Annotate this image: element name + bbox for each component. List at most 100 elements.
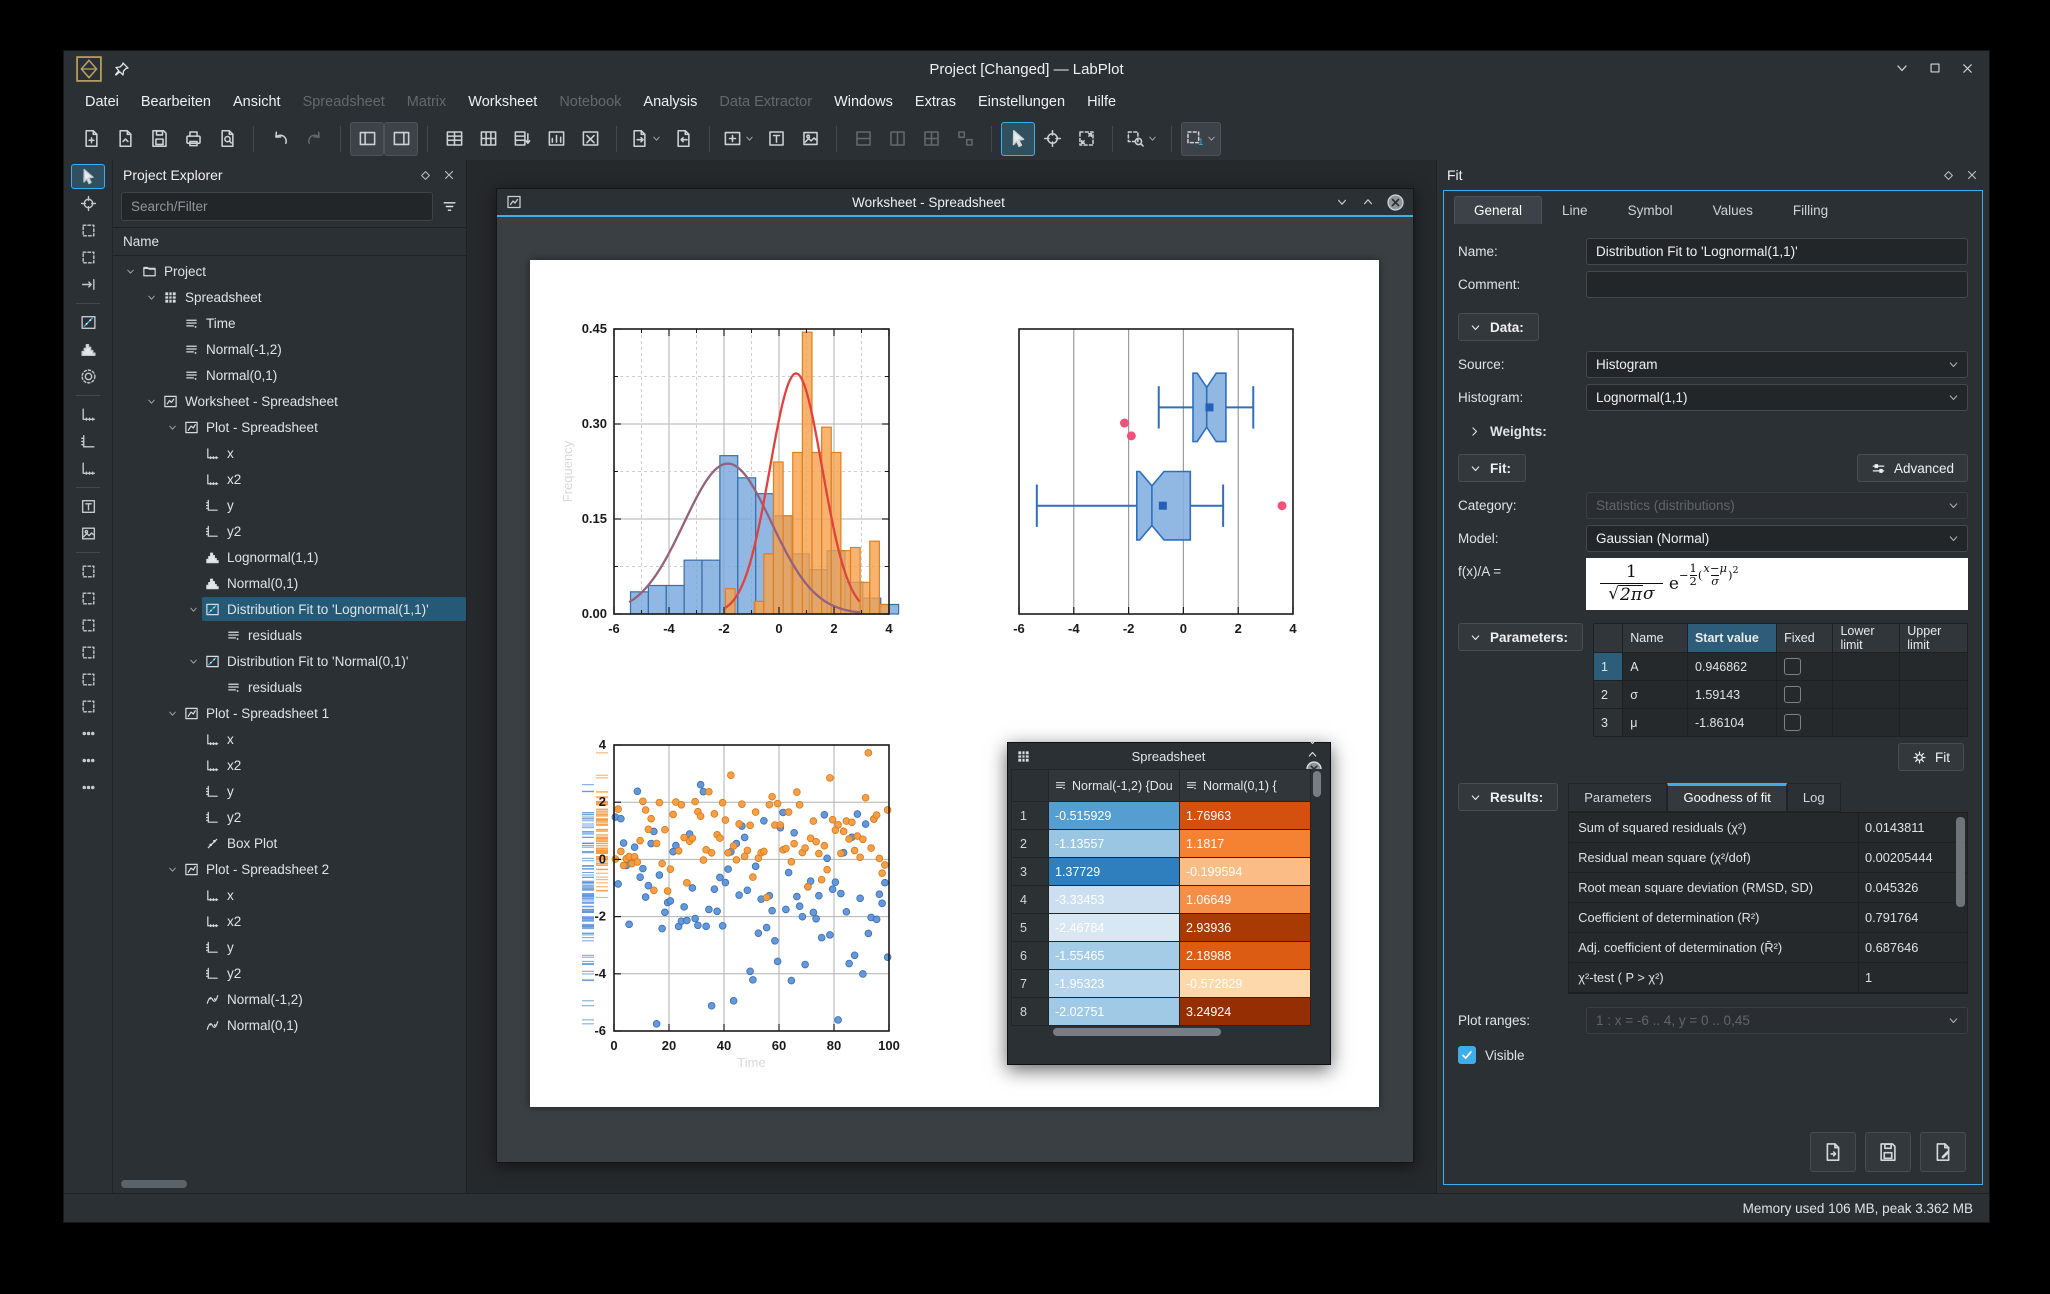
tree-item-x2[interactable]: x2 [113, 908, 466, 934]
spreadsheet-clear-button[interactable] [573, 122, 607, 156]
reference-range-tool[interactable] [71, 613, 105, 638]
parameter-name[interactable]: σ [1622, 680, 1688, 709]
data-section-toggle[interactable]: Data: [1458, 313, 1539, 341]
tree-item-plot-spreadsheet-1[interactable]: Plot - Spreadsheet 1 [113, 700, 466, 726]
float-panel-icon[interactable] [1942, 169, 1955, 182]
parameter-name[interactable]: A [1622, 652, 1688, 681]
navigate-tool[interactable] [71, 272, 105, 297]
worksheet-window[interactable]: Worksheet - Spreadsheet S [496, 188, 1414, 1163]
tree-name-column-header[interactable]: Name [113, 227, 466, 256]
parameter-start-value[interactable]: -1.86104 [1686, 708, 1778, 737]
print-preview-button[interactable] [210, 122, 244, 156]
row-number-cell[interactable]: 2 [1011, 830, 1049, 858]
fixed-checkbox[interactable] [1784, 658, 1802, 675]
menu-ansicht[interactable]: Ansicht [233, 94, 281, 110]
parameter-fixed-cell[interactable] [1776, 708, 1834, 737]
data-cell[interactable]: 1.1817 [1180, 830, 1311, 858]
spreadsheet-vertical-scrollbar[interactable] [1311, 769, 1327, 802]
select-tool[interactable] [71, 164, 105, 189]
parameters-section-toggle[interactable]: Parameters: [1458, 623, 1584, 651]
source-dropdown[interactable]: Histogram [1586, 351, 1968, 378]
row-number-cell[interactable]: 6 [1011, 942, 1049, 970]
spreadsheet-minimize-icon[interactable] [1306, 735, 1322, 748]
tree-expander-icon[interactable] [163, 422, 181, 433]
tree-item-distribution-fit-to-lognormal-1-1[interactable]: Distribution Fit to 'Lognormal(1,1)' [113, 596, 466, 622]
tree-item-y[interactable]: y [113, 492, 466, 518]
tree-expander-icon[interactable] [184, 656, 202, 667]
float-panel-icon[interactable] [419, 169, 432, 182]
row-number-cell[interactable]: 4 [1011, 886, 1049, 914]
row-number-cell[interactable]: 7 [1011, 970, 1049, 998]
parameter-upper-limit[interactable] [1899, 680, 1968, 709]
worksheet-close-icon[interactable] [1387, 193, 1404, 211]
parameter-upper-limit[interactable] [1899, 652, 1968, 681]
load-template-button[interactable] [1810, 1132, 1856, 1172]
axis-left-tool[interactable] [71, 429, 105, 454]
results-tab-goodness-of-fit[interactable]: Goodness of fit [1667, 783, 1787, 812]
toggle-properties-explorer-button[interactable] [384, 121, 418, 156]
results-scrollbar[interactable] [1956, 817, 1965, 907]
open-project-button[interactable] [108, 122, 142, 156]
row-number-cell[interactable]: 3 [1011, 858, 1049, 886]
tree-expander-icon[interactable] [163, 864, 181, 875]
worksheet-image-button[interactable] [793, 122, 827, 156]
data-cell[interactable]: -1.55465 [1049, 942, 1180, 970]
tree-item-normal-0-1[interactable]: Normal(0,1) [113, 362, 466, 388]
comment-input[interactable] [1586, 271, 1968, 298]
data-cell[interactable]: -2.46784 [1049, 914, 1180, 942]
tree-item-x[interactable]: x [113, 440, 466, 466]
tree-item-x2[interactable]: x2 [113, 752, 466, 778]
parameter-row-number[interactable]: 3 [1593, 708, 1624, 737]
fixed-checkbox[interactable] [1784, 714, 1802, 731]
axis-bottom-tool[interactable] [71, 402, 105, 427]
tree-item-y2[interactable]: y2 [113, 960, 466, 986]
menu-analysis[interactable]: Analysis [643, 94, 698, 110]
toggle-project-explorer-button[interactable] [350, 121, 384, 156]
print-button[interactable] [176, 122, 210, 156]
results-tab-parameters[interactable]: Parameters [1568, 783, 1668, 812]
spreadsheet-window-titlebar[interactable]: Spreadsheet [1008, 739, 1330, 777]
new-worksheet-button[interactable] [719, 122, 759, 156]
spreadsheet-horizontal-scrollbar[interactable] [1011, 1026, 1327, 1039]
tree-item-time[interactable]: Time [113, 310, 466, 336]
data-cell[interactable]: 2.93936 [1180, 914, 1311, 942]
parameter-fixed-cell[interactable] [1776, 652, 1834, 681]
menu-windows[interactable]: Windows [834, 94, 893, 110]
parameter-fixed-cell[interactable] [1776, 680, 1834, 709]
filter-options-icon[interactable] [441, 198, 458, 215]
visible-checkbox[interactable] [1458, 1046, 1476, 1064]
parameters-header-Lower limit[interactable]: Lower limit [1832, 623, 1901, 653]
tree-expander-icon[interactable] [142, 292, 160, 303]
image-tool[interactable] [71, 521, 105, 546]
tree-item-lognormal-1-1[interactable]: Lognormal(1,1) [113, 544, 466, 570]
more-tools[interactable] [71, 775, 105, 800]
parameter-lower-limit[interactable] [1832, 708, 1901, 737]
histogram-tool[interactable] [71, 337, 105, 362]
parameter-lower-limit[interactable] [1832, 680, 1901, 709]
results-tab-log[interactable]: Log [1786, 783, 1841, 812]
parameters-header-Fixed[interactable]: Fixed [1776, 623, 1834, 653]
menu-bearbeiten[interactable]: Bearbeiten [140, 94, 211, 110]
text-label-tool[interactable] [71, 494, 105, 519]
parameters-header-Upper limit[interactable]: Upper limit [1899, 623, 1968, 653]
spreadsheet-window[interactable]: Spreadsheet Normal(-1,2) {Dou Normal(0,1)… [1007, 739, 1331, 1065]
parameters-header-Name[interactable]: Name [1622, 623, 1688, 653]
zoom-select-button[interactable] [1122, 122, 1162, 156]
spreadsheet-statistics-button[interactable] [539, 122, 573, 156]
parameter-row-number[interactable]: 2 [1593, 680, 1624, 709]
undo-button[interactable] [263, 122, 297, 156]
name-input[interactable]: Distribution Fit to 'Lognormal(1,1)' [1586, 238, 1968, 265]
zoom-fit-button[interactable] [1069, 122, 1103, 156]
spreadsheet-column-header[interactable]: Normal(0,1) { [1180, 769, 1311, 802]
tree-item-distribution-fit-to-normal-0-1[interactable]: Distribution Fit to 'Normal(0,1)' [113, 648, 466, 674]
tree-expander-icon[interactable] [121, 266, 139, 277]
tree-item-normal-1-2[interactable]: Normal(-1,2) [113, 986, 466, 1012]
tree-item-residuals[interactable]: residuals [113, 622, 466, 648]
export-spreadsheet-button[interactable] [626, 122, 666, 156]
model-dropdown[interactable]: Gaussian (Normal) [1586, 525, 1968, 552]
magnification-button[interactable]: 1 [1181, 121, 1221, 156]
menu-datei[interactable]: Datei [85, 94, 119, 110]
worksheet-view[interactable]: Spreadsheet Normal(-1,2) {Dou Normal(0,1)… [497, 217, 1413, 1160]
distribute-tool[interactable] [71, 748, 105, 773]
tab-general[interactable]: General [1454, 196, 1543, 224]
